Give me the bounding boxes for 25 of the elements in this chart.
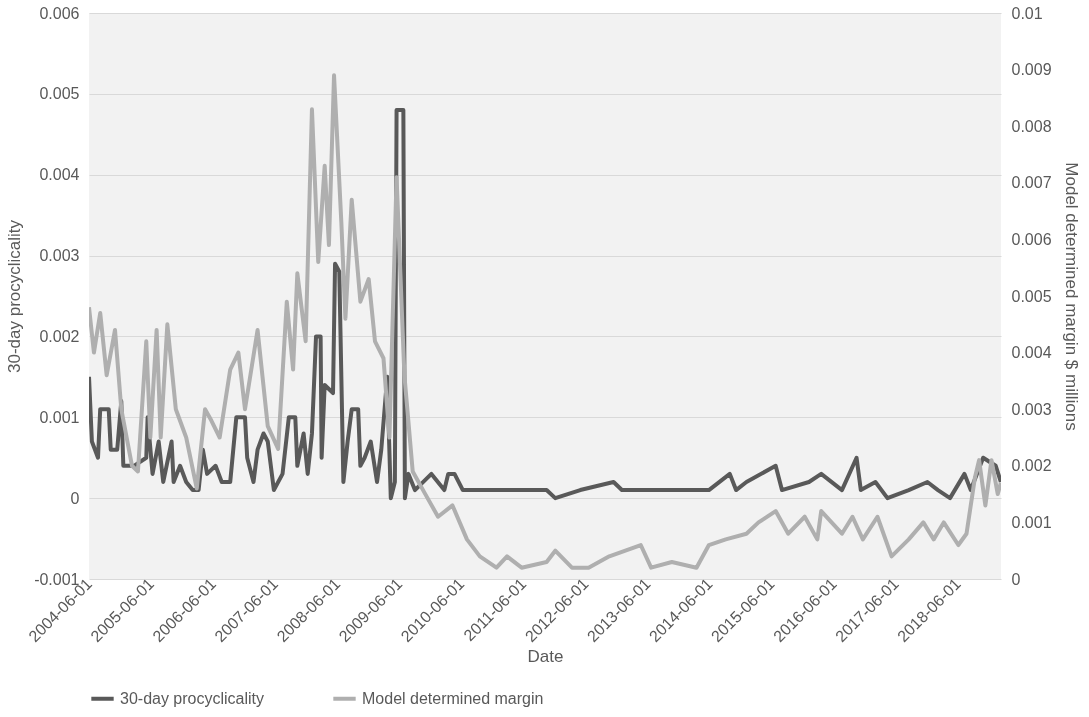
legend-label: Model determined margin bbox=[362, 689, 544, 707]
y2-tick-label: 0.004 bbox=[1011, 344, 1052, 362]
y2-tick-label: 0.009 bbox=[1011, 61, 1052, 79]
y-tick-label: 0.005 bbox=[39, 85, 80, 103]
y2-tick-label: 0.008 bbox=[1011, 117, 1052, 135]
y2-tick-label: 0 bbox=[1011, 570, 1021, 588]
y-tick-label: 0.004 bbox=[39, 166, 80, 184]
y2-tick-label: 0.001 bbox=[1011, 513, 1052, 531]
y2-tick-label: 0.002 bbox=[1011, 457, 1052, 475]
y-tick-label: 0.006 bbox=[39, 4, 80, 22]
line-series bbox=[89, 108, 1001, 501]
y-tick-label: 0.003 bbox=[39, 247, 80, 265]
y-tick-label: 0.002 bbox=[39, 327, 80, 345]
y-tick-label: 0.001 bbox=[39, 408, 80, 426]
x-axis-title: Date bbox=[527, 647, 564, 667]
legend-label: 30-day procyclicality bbox=[120, 689, 265, 707]
y2-axis-title: Model determined margin $ millions bbox=[1061, 162, 1081, 431]
y2-tick-label: 0.007 bbox=[1011, 174, 1052, 192]
y-tick-label: 0 bbox=[70, 489, 80, 507]
y2-tick-label: 0.01 bbox=[1011, 4, 1043, 22]
line-series bbox=[89, 73, 1001, 570]
y2-tick-label: 0.003 bbox=[1011, 400, 1052, 418]
y2-tick-label: 0.006 bbox=[1011, 230, 1052, 248]
y2-tick-label: 0.005 bbox=[1011, 287, 1052, 305]
y-axis-title: 30-day procyclicality bbox=[5, 219, 25, 374]
